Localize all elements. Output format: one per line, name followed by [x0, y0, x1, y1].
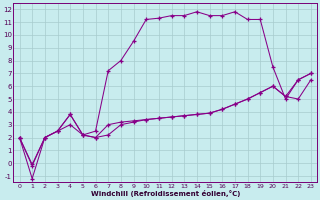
- X-axis label: Windchill (Refroidissement éolien,°C): Windchill (Refroidissement éolien,°C): [91, 190, 240, 197]
